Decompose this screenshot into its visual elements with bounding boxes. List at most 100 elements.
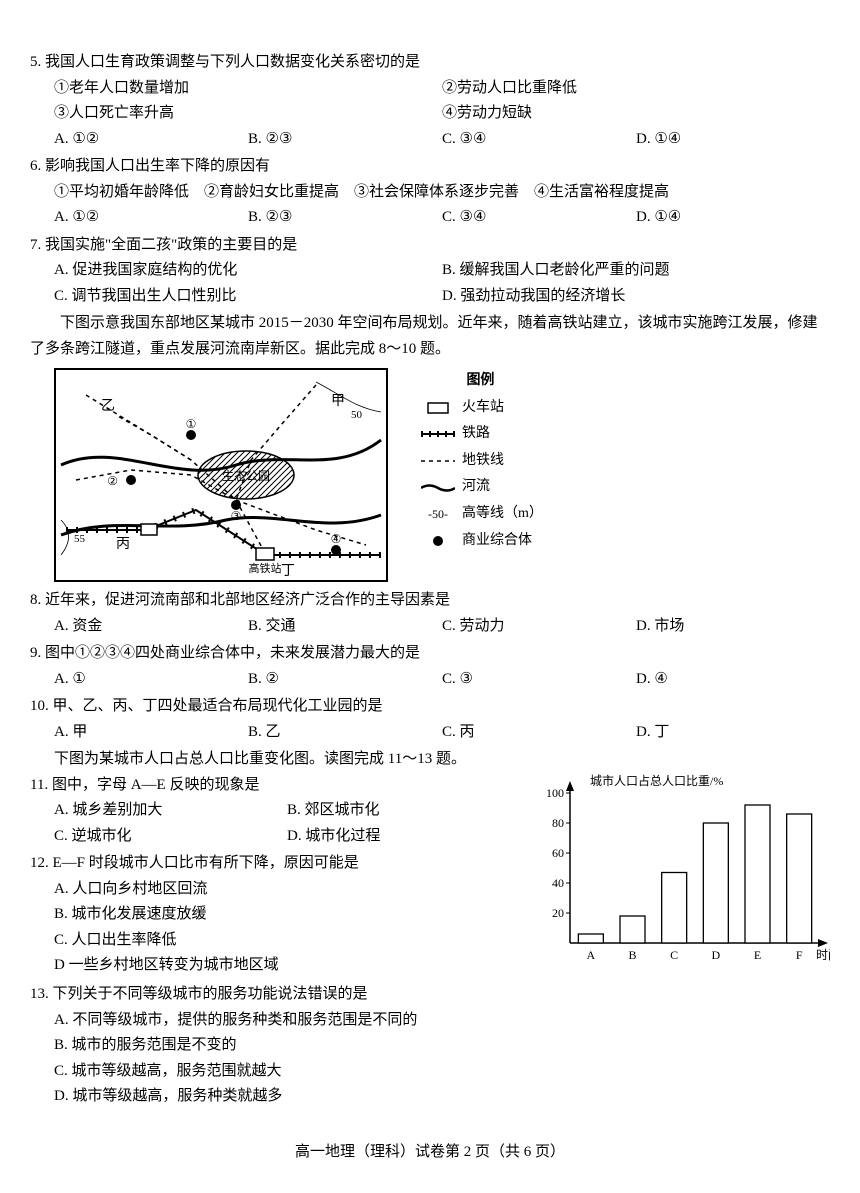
q10-choice-c: C. 丙 <box>442 720 636 746</box>
map-svg: 生态公园 ① ② ③ ④ 高铁站 乙 甲 丙 丁 50 <box>54 368 388 582</box>
q5-sub4: ④劳动力短缺 <box>442 101 830 127</box>
q5-choice-c: C. ③④ <box>442 127 636 153</box>
q7-choice-a: A. 促进我国家庭结构的优化 <box>54 258 442 284</box>
railway-icon <box>418 429 458 439</box>
q13-choice-c: C. 城市等级越高，服务范围就越大 <box>30 1059 830 1085</box>
legend-label-5: 商业综合体 <box>462 528 532 555</box>
q9-choice-b: B. ② <box>248 667 442 693</box>
bar-chart: 城市人口占总人口比重/%20406080100ABCDEF时间 <box>530 773 830 983</box>
legend-train-station: 火车站 <box>418 395 543 422</box>
legend-mall: 商业综合体 <box>418 528 543 555</box>
eco-park-label: 生态公园 <box>222 469 270 483</box>
question-10: 10. 甲、乙、丙、丁四处最适合布局现代化工业园的是 A. 甲 B. 乙 C. … <box>30 694 830 745</box>
map-legend: 图例 火车站 铁路 地铁线 河流 -50- 高等线（m） 商业综合体 <box>418 368 543 554</box>
q5-sub3: ③人口死亡率升高 <box>54 101 442 127</box>
q6-subs: ①平均初婚年龄降低 ②育龄妇女比重提高 ③社会保障体系逐步完善 ④生活富裕程度提… <box>30 180 830 206</box>
train-station-2 <box>141 524 157 535</box>
contour-icon: -50- <box>418 503 458 526</box>
svg-text:C: C <box>670 948 678 962</box>
q12-choice-d: D 一些乡村地区转变为城市地区域 <box>30 953 520 979</box>
q6-choice-a: A. ①② <box>54 205 248 231</box>
q13-stem: 13. 下列关于不同等级城市的服务功能说法错误的是 <box>30 982 830 1008</box>
passage-8-10: 下图示意我国东部地区某城市 2015－2030 年空间布局规划。近年来，随着高铁… <box>30 311 830 362</box>
mall-2-label: ② <box>107 474 118 488</box>
svg-text:80: 80 <box>552 816 564 830</box>
svg-text:40: 40 <box>552 876 564 890</box>
mall-1 <box>186 430 196 440</box>
q8-stem: 8. 近年来，促进河流南部和北部地区经济广泛合作的主导因素是 <box>30 588 830 614</box>
q9-stem: 9. 图中①②③④四处商业综合体中，未来发展潜力最大的是 <box>30 641 830 667</box>
question-11: 11. 图中，字母 A—E 反映的现象是 A. 城乡差别加大 B. 郊区城市化 … <box>30 773 520 850</box>
river-icon <box>418 483 458 493</box>
q11-12-chart-block: 11. 图中，字母 A—E 反映的现象是 A. 城乡差别加大 B. 郊区城市化 … <box>30 773 830 983</box>
q6-choice-c: C. ③④ <box>442 205 636 231</box>
svg-text:B: B <box>628 948 636 962</box>
q11-choice-d: D. 城市化过程 <box>287 824 520 850</box>
q12-choice-c: C. 人口出生率降低 <box>30 928 520 954</box>
mall-1-label: ① <box>186 417 197 431</box>
legend-label-4: 高等线（m） <box>462 501 543 528</box>
q9-choice-a: A. ① <box>54 667 248 693</box>
legend-metro: 地铁线 <box>418 448 543 475</box>
q11-choice-a: A. 城乡差别加大 <box>54 798 287 824</box>
svg-text:D: D <box>711 948 720 962</box>
q5-choice-a: A. ①② <box>54 127 248 153</box>
metro-icon <box>418 457 458 465</box>
q11-stem: 11. 图中，字母 A—E 反映的现象是 <box>30 773 520 799</box>
contour-line-sw <box>61 520 69 555</box>
question-6: 6. 影响我国人口出生率下降的原因有 ①平均初婚年龄降低 ②育龄妇女比重提高 ③… <box>30 154 830 231</box>
legend-label-1: 铁路 <box>462 421 490 448</box>
label-ding: 丁 <box>281 564 295 579</box>
q8-choice-b: B. 交通 <box>248 614 442 640</box>
train-station-gaotie <box>256 548 274 560</box>
contour-55: 55 <box>74 533 86 545</box>
svg-text:时间: 时间 <box>816 948 830 962</box>
q8-choice-a: A. 资金 <box>54 614 248 640</box>
question-13: 13. 下列关于不同等级城市的服务功能说法错误的是 A. 不同等级城市，提供的服… <box>30 982 830 1110</box>
svg-text:100: 100 <box>546 786 564 800</box>
svg-text:20: 20 <box>552 906 564 920</box>
legend-railway: 铁路 <box>418 421 543 448</box>
mall-4 <box>331 545 341 555</box>
bar-chart-svg: 城市人口占总人口比重/%20406080100ABCDEF时间 <box>530 773 830 973</box>
question-5: 5. 我国人口生育政策调整与下列人口数据变化关系密切的是 ①老年人口数量增加 ②… <box>30 50 830 152</box>
question-12: 12. E—F 时段城市人口比市有所下降，原因可能是 A. 人口向乡村地区回流 … <box>30 851 520 979</box>
svg-text:F: F <box>796 948 803 962</box>
q10-choice-a: A. 甲 <box>54 720 248 746</box>
svg-text:A: A <box>586 948 595 962</box>
svg-text:E: E <box>754 948 761 962</box>
q6-choice-b: B. ②③ <box>248 205 442 231</box>
passage-11-13: 下图为某城市人口占总人口比重变化图。读图完成 11～13 题。 <box>30 747 830 773</box>
question-9: 9. 图中①②③④四处商业综合体中，未来发展潜力最大的是 A. ① B. ② C… <box>30 641 830 692</box>
q13-choice-d: D. 城市等级越高，服务种类就越多 <box>30 1084 830 1110</box>
q11-choice-b: B. 郊区城市化 <box>287 798 520 824</box>
q5-sub1: ①老年人口数量增加 <box>54 76 442 102</box>
mall-3-label: ③ <box>231 509 242 523</box>
legend-label-0: 火车站 <box>462 395 504 422</box>
q7-choice-c: C. 调节我国出生人口性别比 <box>54 284 442 310</box>
q10-choice-d: D. 丁 <box>636 720 830 746</box>
q12-stem: 12. E—F 时段城市人口比市有所下降，原因可能是 <box>30 851 520 877</box>
label-yi: 乙 <box>101 398 115 414</box>
contour-line-ne <box>316 382 381 412</box>
label-bing: 丙 <box>116 537 130 552</box>
q5-sub2: ②劳动人口比重降低 <box>442 76 830 102</box>
q9-choice-c: C. ③ <box>442 667 636 693</box>
q6-stem: 6. 影响我国人口出生率下降的原因有 <box>30 154 830 180</box>
legend-river: 河流 <box>418 474 543 501</box>
mall-icon <box>418 534 458 548</box>
q11-choice-c: C. 逆城市化 <box>54 824 287 850</box>
legend-title: 图例 <box>418 368 543 395</box>
mall-4-label: ④ <box>331 532 342 546</box>
gaotie-label: 高铁站 <box>249 561 282 575</box>
label-jia: 甲 <box>331 394 345 409</box>
q12-choice-a: A. 人口向乡村地区回流 <box>30 877 520 903</box>
q13-choice-b: B. 城市的服务范围是不变的 <box>30 1033 830 1059</box>
page-footer: 高一地理（理科）试卷第 2 页（共 6 页） <box>30 1140 830 1166</box>
mall-2 <box>126 475 136 485</box>
q8-choice-c: C. 劳动力 <box>442 614 636 640</box>
question-7: 7. 我国实施"全面二孩"政策的主要目的是 A. 促进我国家庭结构的优化 B. … <box>30 233 830 310</box>
q13-choice-a: A. 不同等级城市，提供的服务种类和服务范围是不同的 <box>30 1008 830 1034</box>
q6-choice-d: D. ①④ <box>636 205 830 231</box>
q5-choice-b: B. ②③ <box>248 127 442 153</box>
